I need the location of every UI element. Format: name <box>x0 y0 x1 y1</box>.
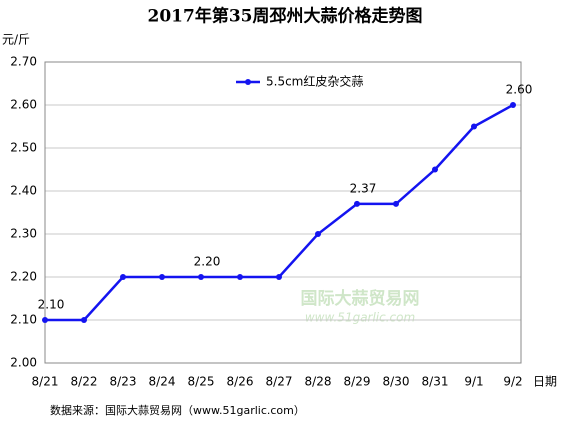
x-tick-label: 8/28 <box>305 375 332 389</box>
legend-label: 5.5cm红皮杂交蒜 <box>266 74 363 89</box>
y-tick-label: 2.20 <box>10 270 37 284</box>
x-tick-label: 8/23 <box>110 375 137 389</box>
data-point <box>315 231 321 237</box>
y-tick-label: 2.30 <box>10 227 37 241</box>
data-point <box>510 102 516 108</box>
plot-border <box>44 61 522 364</box>
data-point <box>120 274 126 280</box>
data-point <box>393 200 399 207</box>
x-tick-label: 8/24 <box>149 375 176 389</box>
x-tick-label: 8/31 <box>422 375 449 389</box>
y-axis-label: 元/斤 <box>2 33 30 47</box>
data-point <box>276 274 282 280</box>
data-point <box>471 123 477 130</box>
x-tick-label: 8/27 <box>266 375 293 389</box>
x-tick-label: 8/22 <box>71 375 98 389</box>
data-point <box>198 274 204 280</box>
x-tick-label: 9/1 <box>464 375 483 389</box>
data-point <box>42 317 48 323</box>
x-tick-label: 8/26 <box>227 375 254 389</box>
legend-marker <box>245 79 251 85</box>
data-label: 2.20 <box>194 255 221 269</box>
chart-title: 2017年第35周邳州大蒜价格走势图 <box>148 6 423 27</box>
data-label: 2.10 <box>38 298 65 312</box>
y-tick-label: 2.10 <box>10 313 37 327</box>
x-tick-label: 9/2 <box>503 375 522 389</box>
data-point <box>159 274 165 280</box>
data-point <box>432 166 438 173</box>
x-tick-label: 8/30 <box>383 375 410 389</box>
y-tick-label: 2.70 <box>10 55 37 69</box>
x-tick-label: 8/25 <box>188 375 215 389</box>
y-tick-label: 2.60 <box>10 98 37 112</box>
watermark: www.51garlic.com <box>305 311 415 325</box>
y-tick-label: 2.50 <box>10 141 37 155</box>
data-label: 2.60 <box>506 83 533 97</box>
data-point <box>237 274 243 280</box>
source-note: 数据来源：国际大蒜贸易网（www.51garlic.com） <box>50 403 305 417</box>
data-point <box>81 317 87 323</box>
y-tick-label: 2.40 <box>10 184 37 198</box>
watermark: 国际大蒜贸易网 <box>301 288 420 309</box>
y-tick-label: 2.00 <box>10 356 37 370</box>
x-tick-label: 8/21 <box>32 375 59 389</box>
x-tick-label: 8/29 <box>344 375 371 389</box>
x-axis-label: 日期 <box>533 375 557 389</box>
data-label: 2.37 <box>350 181 377 195</box>
data-point <box>354 200 360 207</box>
